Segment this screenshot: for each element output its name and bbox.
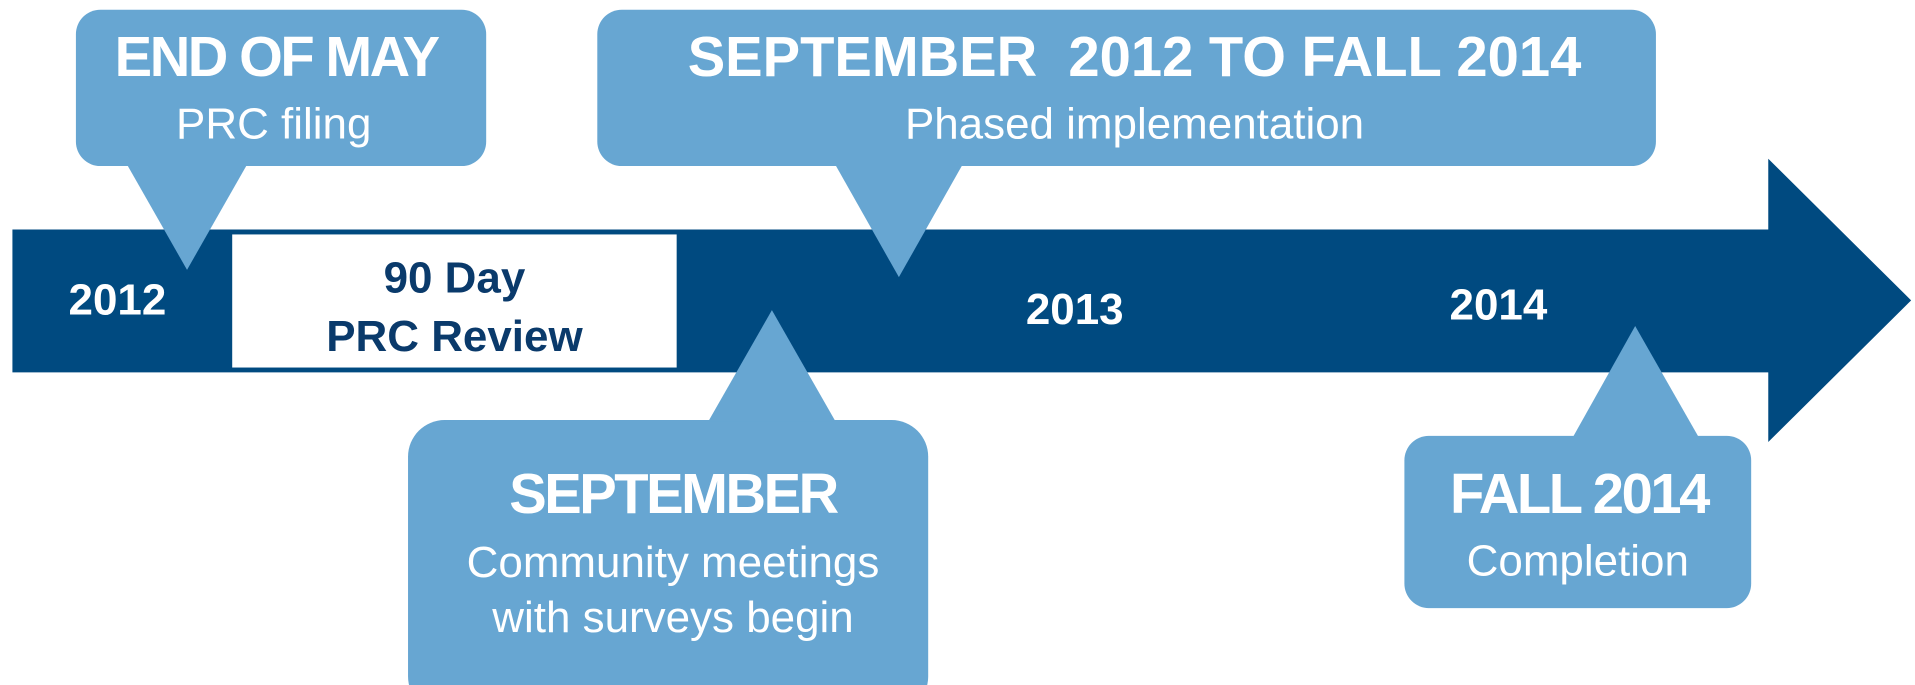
callout: SEPTEMBER 2012 TO FALL 2014 Phased imple… bbox=[597, 9, 1656, 278]
review-text: PRC Review bbox=[326, 312, 583, 361]
callout-title: SEPTEMBER 2012 TO FALL 2014 bbox=[688, 25, 1582, 88]
review-text: 90 Day bbox=[384, 253, 526, 302]
callout-box bbox=[597, 9, 1656, 167]
year-label: 2013 bbox=[1026, 285, 1124, 334]
callout-title: SEPTEMBER bbox=[509, 462, 838, 525]
year-label: 2012 bbox=[69, 275, 167, 324]
callout: FALL 2014 Completion bbox=[1404, 326, 1752, 609]
callout-box bbox=[1404, 435, 1752, 609]
callout-box bbox=[75, 9, 487, 167]
callout-title: FALL 2014 bbox=[1450, 462, 1710, 525]
year-label: 2014 bbox=[1450, 280, 1548, 329]
callout-pointer bbox=[835, 164, 963, 278]
callout-pointer bbox=[127, 164, 247, 270]
callout-pointer bbox=[708, 310, 836, 422]
callout-text: with surveys begin bbox=[491, 593, 853, 642]
callout: END OF MAY PRC filing bbox=[75, 9, 487, 270]
callout-text: Community meetings bbox=[467, 538, 880, 587]
callout-text: PRC filing bbox=[176, 100, 371, 149]
callout-title: END OF MAY bbox=[115, 25, 440, 88]
callout: SEPTEMBER Community meetings with survey… bbox=[408, 310, 929, 685]
callout-text: Completion bbox=[1467, 537, 1689, 586]
callout-text: Phased implementation bbox=[905, 100, 1364, 149]
callout-box bbox=[408, 420, 929, 685]
timeline-arrow bbox=[12, 158, 1912, 443]
review-box bbox=[232, 234, 677, 368]
callout-pointer bbox=[1572, 326, 1699, 438]
